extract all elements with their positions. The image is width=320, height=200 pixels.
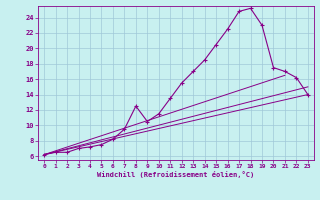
X-axis label: Windchill (Refroidissement éolien,°C): Windchill (Refroidissement éolien,°C) — [97, 171, 255, 178]
